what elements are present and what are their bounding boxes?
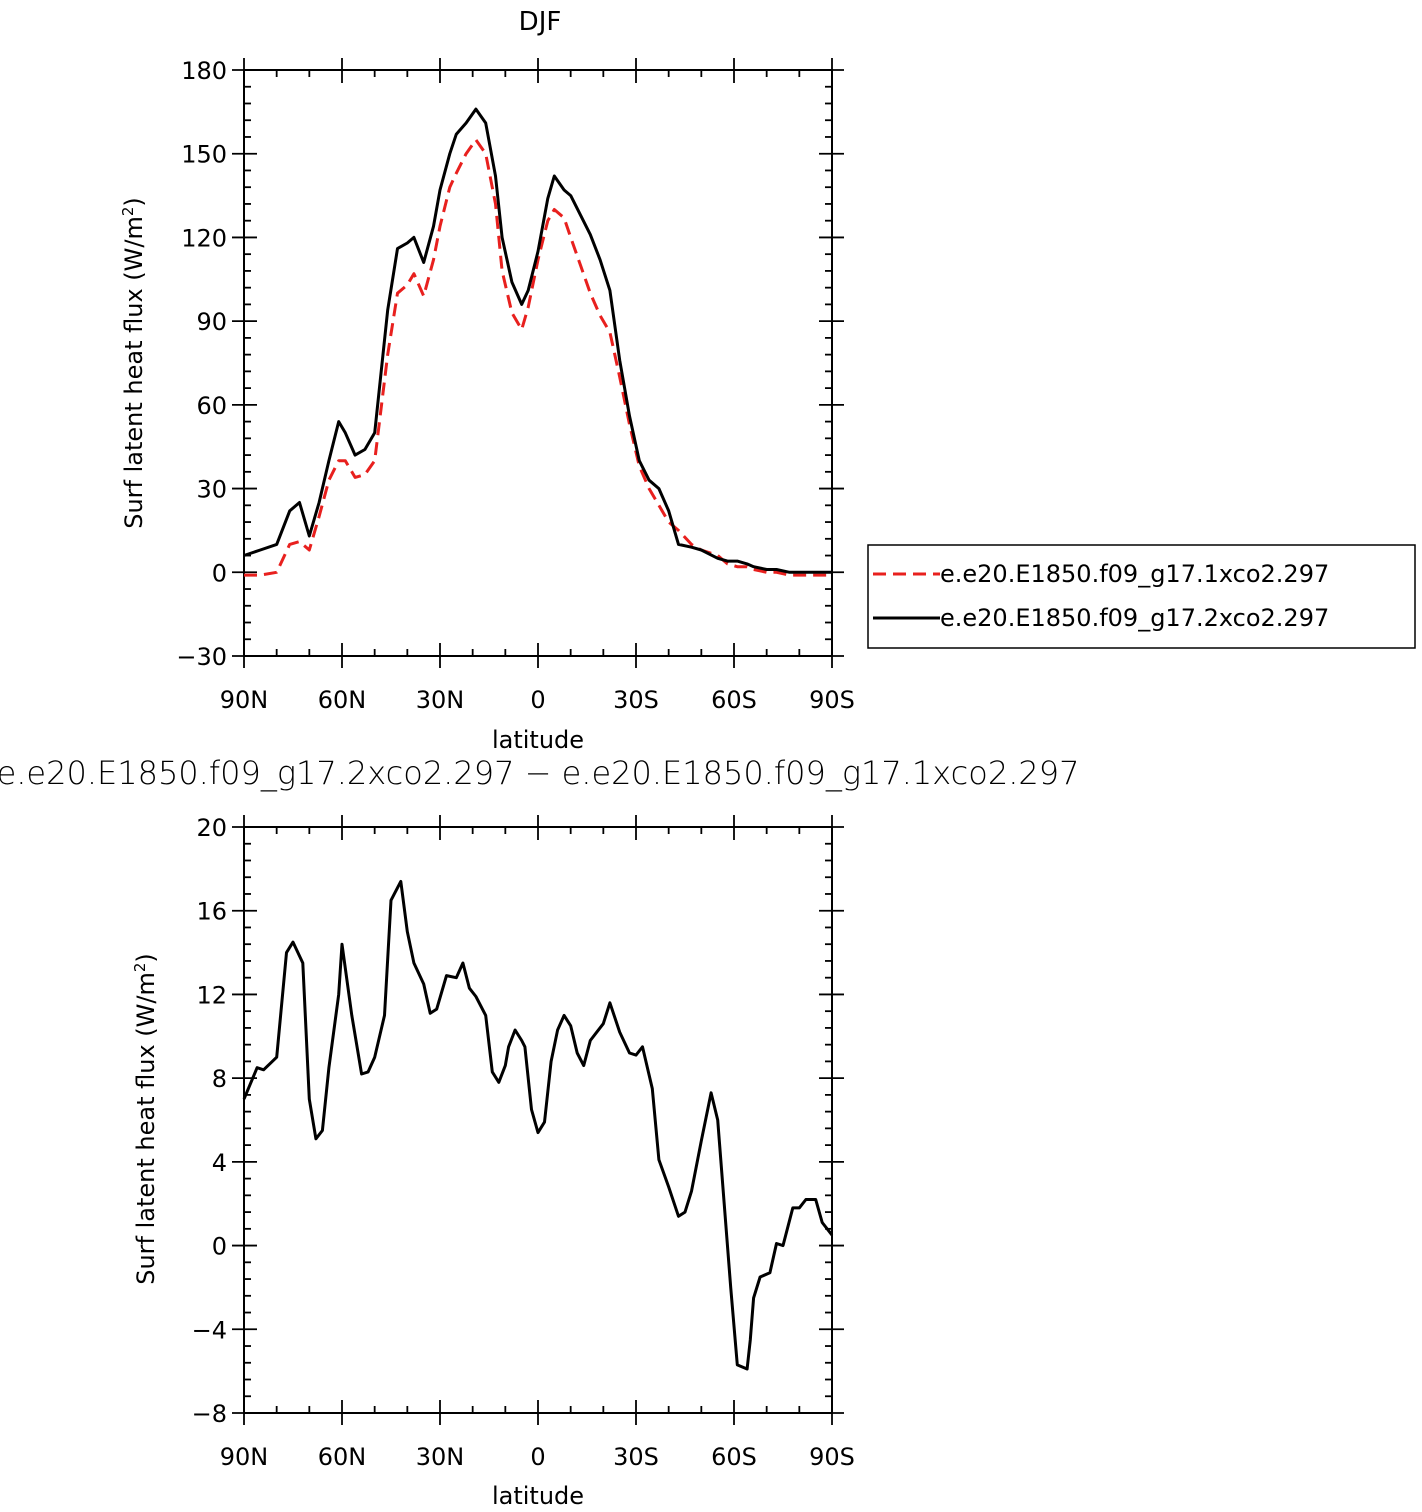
top-y-tick-label: 30 [196, 476, 227, 504]
top-y-tick-label: 0 [212, 559, 227, 587]
legend-label-series-2: e.e20.E1850.f09_g17.2xco2.297 [940, 604, 1329, 632]
top-chart-panel: DJF 90N 60N 30N 0 30S 60S 90S −30 0 30 60 90 120 150 1… [119, 7, 855, 754]
legend-box [867, 544, 1416, 649]
bottom-y-axis-label-close: ) [132, 953, 160, 962]
bottom-x-tick-label: 30N [416, 1443, 465, 1471]
bottom-y-tick-label: 20 [196, 814, 227, 842]
legend-label-series-1: e.e20.E1850.f09_g17.1xco2.297 [940, 560, 1329, 588]
top-x-tick-label: 0 [530, 686, 545, 714]
bottom-x-tick-label: 90S [809, 1443, 855, 1471]
chart-legend: e.e20.E1850.f09_g17.1xco2.297 e.e20.E185… [867, 544, 1416, 649]
bottom-series-line-1 [242, 879, 834, 1371]
top-y-tick-label: −30 [176, 643, 227, 671]
bottom-plot-frame [243, 826, 833, 1414]
bottom-y-axis-label-text: Surf latent heat flux (W/m [132, 972, 160, 1285]
bottom-x-tick-label: 90N [220, 1443, 269, 1471]
top-series-line-2 [243, 107, 832, 574]
top-y-tick-label: 180 [181, 57, 227, 85]
top-y-axis-label-exponent: 2 [119, 207, 137, 217]
bottom-chart-title: e.e20.E1850.f09_g17.2xco2.297 − e.e20.E1… [0, 754, 1079, 792]
bottom-y-tick-label: 16 [196, 898, 227, 926]
bottom-x-tick-label: 30S [613, 1443, 659, 1471]
bottom-x-tick-label: 60N [318, 1443, 367, 1471]
top-x-tick-label: 90N [220, 686, 269, 714]
top-x-axis-label: latitude [492, 726, 584, 754]
bottom-y-axis-label-exponent: 2 [131, 963, 149, 973]
bottom-chart-panel: e.e20.E1850.f09_g17.2xco2.297 − e.e20.E1… [0, 754, 1079, 1510]
bottom-y-tick-label: −8 [192, 1400, 227, 1428]
bottom-x-tick-label: 60S [711, 1443, 757, 1471]
bottom-x-tick-label: 0 [530, 1443, 545, 1471]
top-y-tick-label: 120 [181, 224, 227, 252]
bottom-y-tick-label: 0 [212, 1233, 227, 1261]
top-y-tick-label: 60 [196, 392, 227, 420]
top-x-tick-label: 60S [711, 686, 757, 714]
top-x-tick-label: 30N [416, 686, 465, 714]
bottom-y-tick-label: 4 [212, 1149, 227, 1177]
bottom-y-tick-label: −4 [192, 1316, 227, 1344]
top-plot-area: 90N 60N 30N 0 30S 60S 90S −30 0 30 60 90 120 150 180 [176, 57, 855, 714]
top-y-axis-label-close: ) [120, 197, 148, 206]
top-chart-title: DJF [519, 7, 562, 37]
top-y-tick-label: 150 [181, 141, 227, 169]
top-series-line-1 [244, 138, 832, 577]
top-y-axis-label: Surf latent heat flux (W/m2) [119, 197, 148, 529]
bottom-y-tick-label: 8 [212, 1065, 227, 1093]
bottom-y-axis-label: Surf latent heat flux (W/m2) [131, 953, 160, 1285]
top-y-axis-label-text: Surf latent heat flux (W/m [120, 216, 148, 529]
bottom-plot-area: 90N 60N 30N 0 30S 60S 90S −8 −4 0 4 8 12 16 20 [192, 814, 855, 1471]
top-x-tick-label: 90S [809, 686, 855, 714]
top-x-tick-label: 60N [318, 686, 367, 714]
top-x-tick-label: 30S [613, 686, 659, 714]
bottom-x-axis-label: latitude [492, 1482, 584, 1510]
bottom-y-tick-label: 12 [196, 981, 227, 1009]
top-y-tick-label: 90 [196, 308, 227, 336]
